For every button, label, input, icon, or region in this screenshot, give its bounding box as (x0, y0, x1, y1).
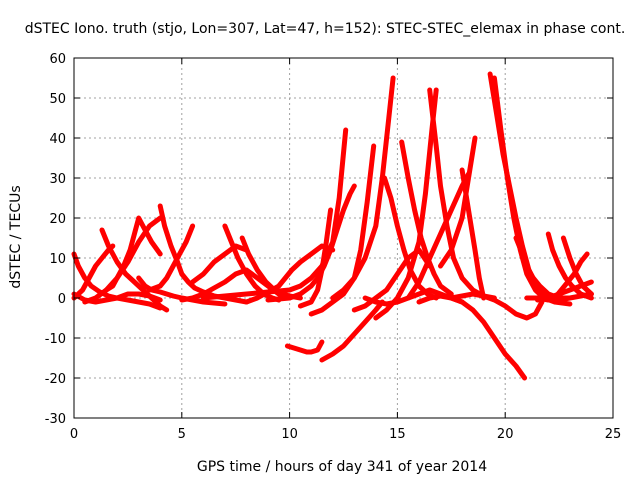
y-tick-label: -10 (45, 332, 66, 347)
y-tick-label: 20 (49, 212, 66, 227)
series-line-25 (373, 87, 439, 321)
y-tick-label: 30 (49, 172, 66, 187)
x-tick-label: 10 (281, 427, 298, 442)
y-tick-label: -30 (45, 412, 66, 427)
y-tick-label: 10 (49, 252, 66, 267)
series-line-18 (284, 339, 325, 355)
chart-title: dSTEC Iono. truth (stjo, Lon=307, Lat=47… (25, 21, 626, 37)
y-tick-label: 40 (49, 132, 66, 147)
grid-lines (74, 58, 613, 418)
plot-frame (73, 57, 614, 419)
y-tick-label: 50 (49, 92, 66, 107)
y-tick-label: -20 (45, 372, 66, 387)
series-line-31 (459, 167, 487, 301)
series-layer (71, 71, 594, 381)
series-line-9 (147, 223, 196, 293)
series-line-24 (382, 175, 439, 301)
series-line-29 (416, 293, 528, 381)
series-line-34 (448, 291, 545, 321)
series-line-5 (99, 227, 170, 313)
series-line-17 (297, 207, 334, 309)
series-line-15 (200, 127, 349, 301)
y-axis-label: dSTEC / TECUs (8, 185, 24, 288)
x-axis-label: GPS time / hours of day 341 of year 2014 (197, 459, 487, 475)
x-tick-label: 15 (389, 427, 406, 442)
series-line-1 (71, 251, 163, 311)
series-line-11 (190, 243, 249, 285)
y-tick-label: 0 (58, 292, 66, 307)
series-line-40 (524, 291, 594, 303)
axis-ticks: 0 5 10 15 20 25 -30 -20 -10 0 10 20 30 40 50 60 (45, 52, 622, 442)
x-tick-label: 5 (178, 427, 186, 442)
series-line-39 (552, 251, 590, 301)
series-line-8 (157, 203, 249, 305)
series-line-20 (319, 299, 385, 363)
x-tick-label: 0 (70, 427, 78, 442)
series-line-28 (405, 171, 471, 301)
x-tick-label: 20 (497, 427, 514, 442)
series-line-21 (330, 75, 396, 301)
series-line-26 (399, 139, 454, 297)
x-tick-label: 25 (605, 427, 622, 442)
series-line-30 (438, 135, 478, 269)
y-tick-label: 60 (49, 52, 66, 67)
series-line-6 (103, 215, 163, 293)
